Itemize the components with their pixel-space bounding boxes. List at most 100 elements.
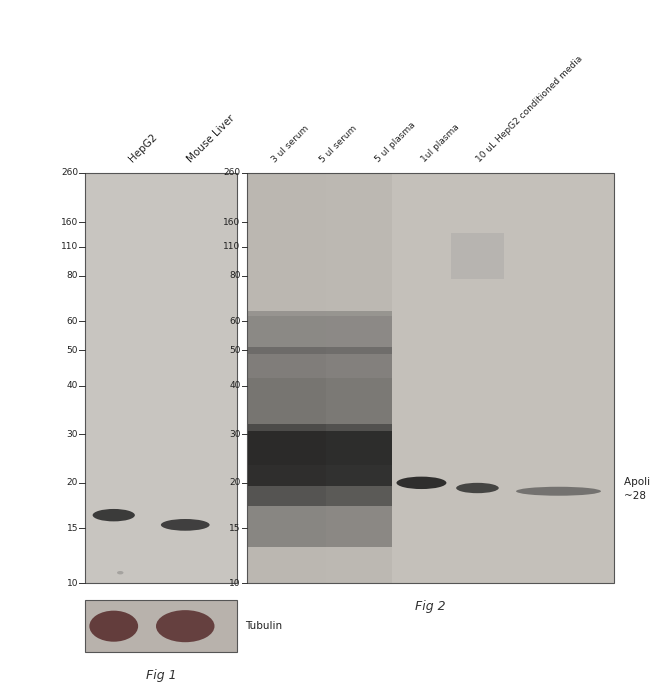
Bar [326,578,392,583]
Bar [248,568,326,573]
Text: HepG2: HepG2 [127,132,159,164]
Bar [248,326,326,332]
Bar [326,470,392,475]
Bar [326,352,392,357]
Bar [326,424,392,429]
Bar [248,393,326,398]
Bar [326,526,392,532]
Bar [326,431,392,486]
Bar [326,347,392,352]
Bar [248,214,326,219]
Bar [326,270,392,275]
Bar [326,378,392,383]
Bar [326,542,392,547]
Bar [326,444,392,450]
Bar [248,290,326,295]
Bar [326,311,392,316]
Bar [248,506,326,511]
Bar [326,516,392,522]
Bar [248,295,326,301]
Bar [326,224,392,229]
Bar [326,265,392,270]
Bar [248,332,326,337]
Text: 10 uL HepG2 conditioned media: 10 uL HepG2 conditioned media [474,55,584,164]
Ellipse shape [156,610,214,642]
Bar [248,357,326,362]
Bar [326,460,392,465]
Bar [326,475,392,480]
Bar [248,177,326,183]
Bar [326,244,392,250]
Bar [248,286,326,290]
Bar [248,486,326,491]
Bar [248,352,326,357]
Bar [248,183,326,188]
Bar [248,424,326,429]
Bar [248,470,326,475]
Bar [248,311,326,354]
Bar [248,419,326,424]
Bar [248,280,326,286]
Bar [326,506,392,511]
Text: 20: 20 [229,478,240,487]
Text: 50: 50 [66,346,78,355]
Bar [248,434,326,440]
Bar [326,198,392,204]
Text: 160: 160 [60,218,78,227]
Bar [326,486,392,491]
Bar [248,193,326,198]
Bar [326,419,392,424]
Bar [326,286,392,290]
Ellipse shape [516,486,601,495]
Bar [326,234,392,239]
Bar [248,547,326,552]
Bar [326,383,392,388]
Bar [248,306,326,311]
Bar [248,431,326,486]
Text: 60: 60 [229,317,240,326]
Bar [248,229,326,234]
Bar [248,255,326,259]
Bar [326,183,392,188]
Bar [326,316,392,322]
Bar [326,208,392,214]
Ellipse shape [89,611,138,642]
Bar [247,172,614,583]
Bar [326,511,392,516]
Bar [248,496,326,501]
Bar [248,501,326,506]
Bar [451,233,504,279]
Bar [326,440,392,444]
Text: 1ul plasma: 1ul plasma [419,123,461,164]
Text: 50: 50 [229,346,240,355]
Bar [248,383,326,388]
Bar [248,526,326,532]
Text: Fig 2: Fig 2 [415,600,446,613]
Bar [248,198,326,204]
Bar [248,208,326,214]
Text: 80: 80 [66,271,78,280]
Bar [248,250,326,255]
Text: Mouse Liver: Mouse Liver [185,113,237,164]
Bar [326,568,392,573]
Bar [248,429,326,434]
Bar [326,219,392,224]
Bar [326,522,392,526]
Bar [248,259,326,265]
Bar [248,450,326,455]
Bar [326,532,392,537]
Bar [326,501,392,506]
Bar [326,558,392,562]
Bar [248,224,326,229]
Bar [326,295,392,301]
Bar [326,204,392,208]
Text: 160: 160 [223,218,240,227]
Bar [248,244,326,250]
Bar [248,219,326,224]
Bar [248,552,326,558]
Bar [248,378,326,383]
Text: Fig 1: Fig 1 [146,669,176,682]
Bar [326,214,392,219]
Bar [248,455,326,460]
Text: 10: 10 [66,578,78,588]
